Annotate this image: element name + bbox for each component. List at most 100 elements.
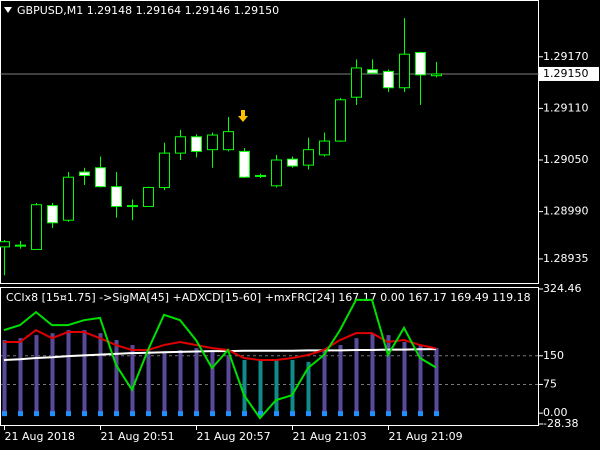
dot [386,411,391,417]
price-label: 1.29150 [543,67,589,80]
histogram-bar [306,361,311,414]
y-tick-label: 75 [543,377,557,390]
histogram-bar [178,350,183,414]
x-tick-label: 21 Aug 2018 [5,430,75,443]
main-frame [0,0,539,284]
y-tick-label: -28.38 [543,417,578,430]
x-tick-label: 21 Aug 21:09 [389,430,463,443]
candle-body [31,204,42,250]
candle-body [159,152,170,189]
histogram-bar [434,348,439,414]
y-tick-label: 1.29050 [543,153,589,166]
dot [290,411,295,417]
dot [418,411,423,417]
histogram-bar [418,345,423,414]
indicator-line [3,348,437,361]
candle-body [79,171,90,176]
dot [66,411,71,417]
indicator-line [3,298,437,420]
signal-arrow [238,110,248,122]
indicator-title: CCIx8 [15¤1.75] ->SigMA[45] +ADXCD[15-60… [6,291,531,304]
y-tick-label: 1.28935 [543,252,589,265]
dot [306,411,311,417]
histogram-bar [114,340,119,414]
histogram-bar [226,354,231,414]
histogram-bar [258,359,263,414]
candle-body [415,51,426,76]
histogram-bar [50,333,55,414]
histogram-bar [162,351,167,414]
histogram-bar [82,330,87,414]
y-tick-label: 1.28990 [543,205,589,218]
indicator-line [4,328,437,361]
candle-body [367,69,378,74]
dot [258,411,263,417]
dot [114,411,119,417]
dot [50,411,55,417]
histogram-bar [130,345,135,414]
candle-body [431,73,442,77]
dot [354,411,359,417]
candle-body [383,70,394,89]
dot [242,411,247,417]
dot [434,411,439,417]
dot [130,411,135,417]
y-tick-label: 1.29110 [543,101,589,114]
candle-body [191,136,202,152]
histogram-bar [146,350,151,414]
histogram-bar [354,338,359,414]
y-tick-label: 0.00 [543,406,568,419]
dot [274,411,279,417]
histogram-bar [402,341,407,414]
x-tick-label: 21 Aug 20:57 [197,430,271,443]
candle-body [63,176,74,221]
histogram-bar [242,359,247,414]
menu-arrow[interactable] [4,7,12,13]
candle-body [47,205,58,224]
candle-body [319,140,330,156]
candle-body [127,205,138,208]
dot [34,411,39,417]
dot [226,411,231,417]
histogram-bar [274,359,279,414]
candle-body [15,244,26,247]
histogram-bar [2,340,7,414]
dot [370,411,375,417]
candle-body [223,131,234,151]
histogram-bar [290,359,295,414]
y-tick-label: 1.29170 [543,50,589,63]
price-label-box [539,66,599,81]
candle-body [255,174,266,177]
dot [210,411,215,417]
candle-body [399,53,410,89]
histogram-bar [322,351,327,414]
candle-body [351,67,362,98]
dot [162,411,167,417]
dot [338,411,343,417]
candle-body [335,99,346,142]
histogram-bar [18,338,23,414]
chart-title: GBPUSD,M1 1.29148 1.29164 1.29146 1.2915… [17,4,279,17]
candle-body [95,167,106,188]
candle-body [239,150,250,178]
x-tick-label: 21 Aug 20:51 [101,430,175,443]
histogram-bar [194,348,199,414]
candle-body [207,134,218,151]
x-tick-label: 21 Aug 21:03 [293,430,367,443]
dot [322,411,327,417]
dot [402,411,407,417]
y-tick-label: 150 [543,349,564,362]
candle-body [287,158,298,167]
dot [194,411,199,417]
y-tick-label: 324.46 [543,282,582,295]
candle-body [271,159,282,187]
histogram-bar [98,333,103,414]
candle-body [303,149,314,166]
candle-body [175,136,186,154]
histogram-bar [386,335,391,414]
dot [82,411,87,417]
histogram-bar [370,333,375,414]
candle-body [111,186,122,207]
indicator-frame [0,287,539,426]
